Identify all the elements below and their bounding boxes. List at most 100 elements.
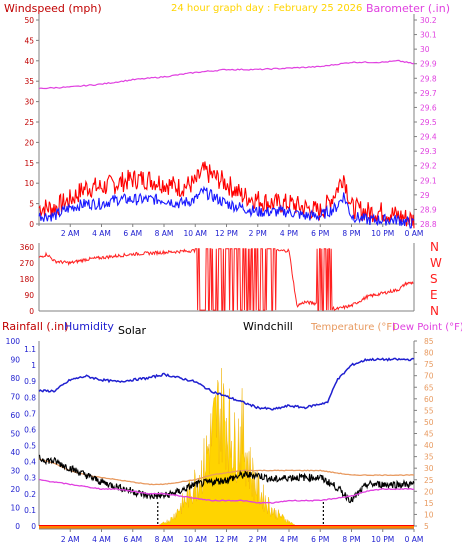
humidity-tick-label: 90	[10, 356, 20, 365]
dir-y-tick-label: 180	[20, 275, 35, 284]
baro-y-tick-label: 29	[420, 191, 430, 200]
solar-series	[157, 368, 298, 527]
compass-label: W	[430, 256, 442, 270]
wind-direction-series	[38, 248, 414, 311]
baro-y-tick-label: 30	[420, 45, 430, 54]
wind-x-tick-label: 2 PM	[249, 229, 267, 238]
humidity-tick-label: 20	[10, 485, 20, 494]
dewpoint-series	[38, 478, 415, 505]
baro-y-tick-label: 29.9	[420, 60, 437, 69]
wind-y-tick-label: 30	[24, 98, 34, 107]
weather-x-tick-label: 8 PM	[342, 535, 360, 544]
humidity-tick-label: 100	[6, 337, 21, 346]
wind-y-tick-label: 0	[29, 220, 34, 229]
weather-x-tick-label: 10 AM	[183, 535, 207, 544]
baro-y-tick-label: 29.2	[420, 162, 437, 171]
rain-rate-strip	[39, 526, 414, 529]
wind-y-tick-label: 10	[24, 179, 34, 188]
humidity-tick-label: 80	[10, 374, 20, 383]
wind-x-tick-label: 10 PM	[371, 229, 394, 238]
baro-y-tick-label: 28.8	[420, 220, 437, 229]
baro-y-tick-label: 29.1	[420, 176, 437, 185]
wind-x-tick-label: 6 PM	[311, 229, 329, 238]
rain-tick-label: 0.7	[24, 409, 36, 418]
rain-tick-label: 0.5	[24, 442, 36, 451]
weather-x-tick-label: 2 PM	[249, 535, 267, 544]
humidity-series	[38, 357, 415, 411]
baro-y-tick-label: 30.2	[420, 16, 437, 25]
rain-tick-label: 0.4	[24, 458, 36, 467]
wind-x-tick-label: 0 AM	[405, 229, 424, 238]
wind-y-tick-label: 50	[24, 16, 34, 25]
temp-tick-label: 60	[424, 395, 434, 404]
wind-x-tick-label: 10 AM	[183, 229, 207, 238]
humidity-tick-label: 70	[10, 393, 20, 402]
humidity-tick-label: 60	[10, 411, 20, 420]
temp-tick-label: 65	[424, 383, 434, 392]
temp-tick-label: 20	[424, 487, 434, 496]
wind-y-tick-label: 15	[24, 159, 34, 168]
wind-panel: 0 5 10 15 20 25 30 35 40 45 50 28.8 28.9 29 29.1 29.2 29…	[24, 14, 437, 238]
weather-x-tick-label: 4 AM	[92, 535, 111, 544]
rain-tick-label: 0	[31, 522, 36, 531]
compass-label: N	[430, 304, 439, 318]
temp-tick-label: 35	[424, 453, 434, 462]
temp-tick-label: 5	[424, 522, 429, 531]
temp-tick-label: 70	[424, 372, 434, 381]
weather-x-tick-label: 10 PM	[371, 535, 394, 544]
temp-tick-label: 30	[424, 464, 434, 473]
barometer-axis-label: Barometer (.in)	[366, 2, 450, 15]
dir-y-tick-label: 360	[20, 243, 35, 252]
solar-axis-label: Solar	[118, 324, 147, 337]
temp-tick-label: 45	[424, 430, 434, 439]
weather-panel: 0 10 20 30 40 50 60 70 80 90 100 0 0.1 0.2 0.3 0.4 0.5 0.…	[6, 337, 434, 544]
dewpoint-axis-label: Dew Point (°F)	[392, 322, 462, 333]
baro-y-tick-label: 29.6	[420, 103, 437, 112]
temp-tick-label: 40	[424, 441, 434, 450]
compass-label: S	[430, 272, 438, 286]
temp-tick-label: 15	[424, 499, 434, 508]
wind-x-tick-label: 8 PM	[342, 229, 360, 238]
wind-y-tick-label: 25	[24, 118, 34, 127]
weather-x-tick-label: 2 AM	[61, 535, 80, 544]
rain-tick-label: 1	[31, 361, 36, 370]
temp-tick-label: 85	[424, 337, 434, 346]
compass-label: N	[430, 240, 439, 254]
windspeed-series	[38, 161, 415, 229]
humidity-axis-label: Humidity	[64, 320, 114, 333]
windspeed-axis-label: Windspeed (mph)	[4, 2, 102, 15]
temp-tick-label: 10	[424, 510, 434, 519]
rain-tick-label: 0.6	[24, 425, 36, 434]
wind-x-tick-label: 4 PM	[280, 229, 298, 238]
wind-x-tick-label: 8 AM	[155, 229, 174, 238]
rain-tick-label: 0.1	[24, 506, 36, 515]
rainfall-axis-label: Rainfall (.in)	[2, 320, 69, 333]
wind-x-tick-label: 6 AM	[123, 229, 142, 238]
baro-y-tick-label: 30.1	[420, 31, 437, 40]
windspeed_avg-series	[38, 185, 415, 229]
rain-tick-label: 0.2	[24, 490, 36, 499]
humidity-tick-label: 0	[15, 522, 20, 531]
temperature-axis-label: Temperature (°F)	[310, 322, 396, 333]
barometer-series	[38, 59, 415, 90]
baro-y-tick-label: 29.3	[420, 147, 437, 156]
rain-tick-label: 1.1	[24, 345, 36, 354]
baro-y-tick-label: 28.9	[420, 205, 437, 214]
wind-y-tick-label: 45	[24, 36, 34, 45]
humidity-tick-label: 10	[10, 504, 20, 513]
temp-tick-label: 80	[424, 349, 434, 358]
compass-label: E	[430, 288, 438, 302]
wind-x-tick-label: 12 PM	[215, 229, 238, 238]
rain-tick-label: 0.8	[24, 393, 36, 402]
graph-title: 24 hour graph day : February 25 2026	[171, 3, 362, 14]
baro-y-tick-label: 29.7	[420, 89, 437, 98]
dir-y-tick-label: 90	[24, 291, 34, 300]
weather-x-tick-label: 8 AM	[155, 535, 174, 544]
wind-y-tick-label: 40	[24, 57, 34, 66]
wind-y-tick-label: 20	[24, 138, 34, 147]
weather-x-tick-label: 6 PM	[311, 535, 329, 544]
rain-tick-label: 0.3	[24, 474, 36, 483]
